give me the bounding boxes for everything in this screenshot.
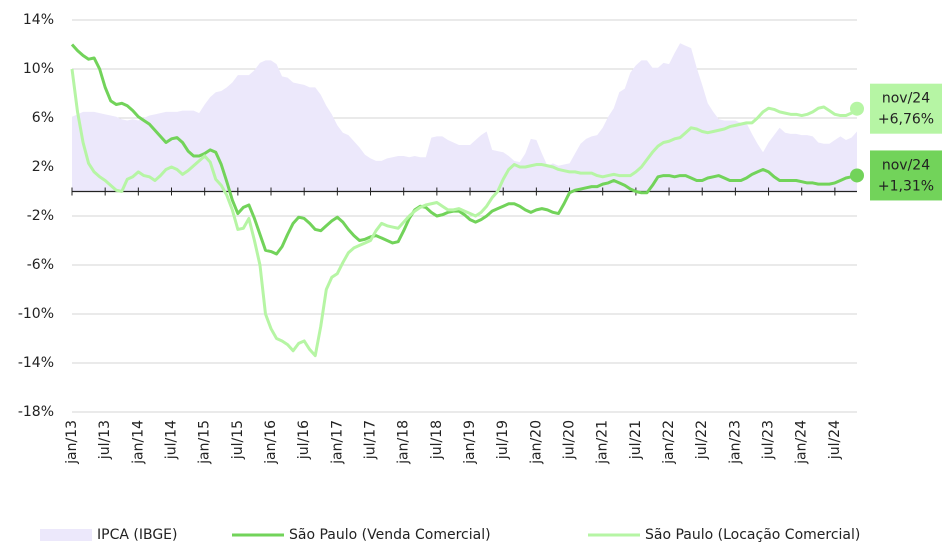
x-tick-label: jul/13 (97, 420, 113, 460)
legend-swatch (40, 529, 92, 541)
legend-label: São Paulo (Locação Comercial) (645, 527, 860, 543)
y-tick-label: -6% (27, 257, 54, 273)
x-tick-label: jul/20 (562, 420, 578, 460)
y-tick-label: 2% (32, 159, 54, 175)
y-tick-label: -10% (18, 306, 54, 322)
end-label-box (870, 150, 942, 201)
end-label: +6,76% (878, 112, 934, 128)
end-marker (850, 168, 864, 183)
end-label-box (870, 83, 942, 134)
end-marker (850, 101, 864, 116)
x-tick-label: jul/19 (495, 420, 511, 460)
x-tick-label: jan/20 (528, 420, 544, 465)
y-tick-label: 6% (32, 110, 54, 126)
x-tick-label: jan/14 (130, 420, 146, 465)
x-tick-label: jul/24 (827, 420, 843, 460)
y-tick-label: 14% (23, 12, 54, 28)
x-tick-label: jan/16 (263, 420, 279, 465)
y-tick-label: -14% (18, 355, 54, 371)
x-tick-label: jan/18 (396, 420, 412, 465)
area (72, 43, 857, 192)
end-date: nov/24 (882, 157, 930, 173)
y-tick-label: 10% (23, 61, 54, 77)
x-tick-label: jan/15 (197, 420, 213, 465)
legend-label: IPCA (IBGE) (97, 527, 177, 543)
y-tick-label: -18% (18, 404, 54, 420)
x-tick-label: jan/19 (462, 420, 478, 465)
x-tick-label: jan/24 (794, 420, 810, 465)
y-tick-label: -2% (27, 208, 54, 224)
x-tick-label: jan/21 (595, 420, 611, 465)
end-date: nov/24 (882, 91, 930, 107)
line (70, 68, 858, 358)
x-tick-label: jan/23 (727, 420, 743, 465)
x-tick-label: jul/14 (164, 420, 180, 460)
end-label: +1,31% (878, 178, 934, 194)
x-tick-label: jan/22 (661, 420, 677, 465)
x-tick-label: jul/15 (230, 420, 246, 460)
x-tick-label: jul/22 (694, 420, 710, 460)
legend-label: São Paulo (Venda Comercial) (289, 527, 491, 543)
x-tick-label: jan/13 (64, 420, 80, 465)
x-tick-label: jul/23 (761, 420, 777, 460)
x-tick-label: jan/17 (329, 420, 345, 465)
x-tick-label: jul/21 (628, 420, 644, 460)
x-tick-label: jul/17 (363, 420, 379, 460)
x-tick-label: jul/16 (296, 420, 312, 460)
line (70, 43, 858, 256)
x-tick-label: jul/18 (429, 420, 445, 460)
